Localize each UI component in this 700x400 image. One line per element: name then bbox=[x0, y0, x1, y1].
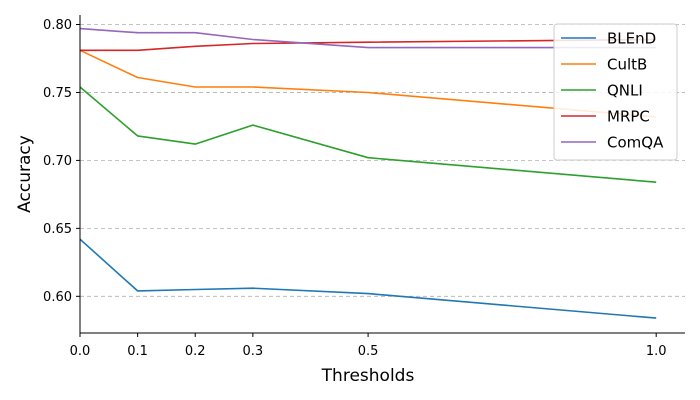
legend-label-qnli: QNLI bbox=[607, 82, 643, 100]
legend-label-blend: BLEnD bbox=[607, 30, 656, 48]
legend-frame bbox=[553, 23, 678, 161]
y-axis-title: Accuracy bbox=[15, 135, 35, 213]
legend: BLEnD CultB QNLI MRPC ComQA bbox=[553, 23, 678, 161]
y-tick-label: 0.70 bbox=[43, 154, 72, 169]
series-line-cultb bbox=[79, 49, 657, 118]
legend-label-mrpc: MRPC bbox=[607, 108, 650, 126]
x-tick-label: 1.0 bbox=[646, 344, 667, 359]
series-layer bbox=[79, 27, 657, 319]
x-tick-label: 0.1 bbox=[127, 344, 148, 359]
x-tick-label: 0.2 bbox=[185, 344, 206, 359]
x-tick-label: 0.5 bbox=[358, 344, 379, 359]
x-axis-title: Thresholds bbox=[321, 366, 415, 386]
series-line-qnli bbox=[79, 86, 657, 183]
legend-label-cultb: CultB bbox=[607, 56, 647, 74]
y-tick-label: 0.65 bbox=[43, 222, 72, 237]
ticks-layer: 0.60 0.65 0.70 0.75 0.80 0.0 0.1 0.2 0.3 0.5 1.0 bbox=[43, 18, 666, 359]
legend-label-comqa: ComQA bbox=[607, 134, 664, 152]
y-tick-label: 0.75 bbox=[43, 86, 72, 101]
y-tick-label: 0.80 bbox=[43, 18, 72, 33]
x-tick-label: 0.3 bbox=[243, 344, 264, 359]
series-line-mrpc bbox=[80, 38, 657, 52]
series-line-blend bbox=[79, 238, 657, 319]
series-line-comqa bbox=[79, 27, 657, 49]
x-tick-label: 0.0 bbox=[70, 344, 91, 359]
axes-layer bbox=[79, 15, 685, 334]
y-tick-label: 0.60 bbox=[43, 290, 72, 305]
